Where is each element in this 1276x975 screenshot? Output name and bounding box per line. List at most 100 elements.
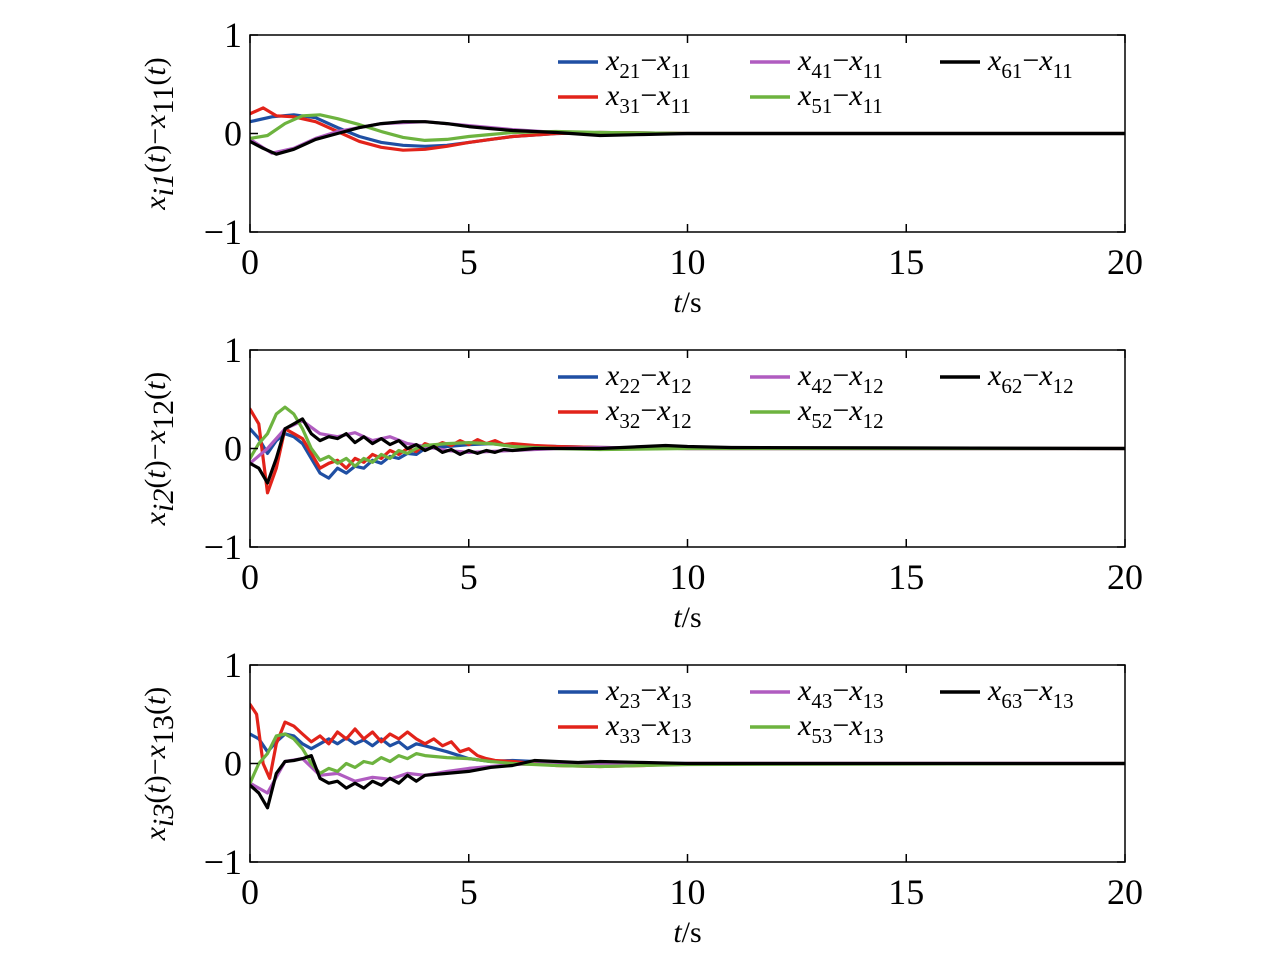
legend-var: x [797, 394, 812, 427]
series-line-52 [250, 405, 1125, 468]
legend-sub-a: 21 [619, 59, 640, 83]
series-line-61 [250, 120, 1125, 156]
y-label-var: x [139, 826, 172, 841]
legend-sub-a: 63 [1001, 689, 1022, 713]
legend-minus: − [640, 394, 657, 427]
y-tick-label: −1 [204, 527, 242, 567]
legend-sub-a: 43 [811, 689, 832, 713]
y-tick-label: 0 [224, 114, 242, 154]
legend-var2: x [848, 44, 863, 77]
y-label-minus: )− [139, 128, 172, 155]
x-tick-label: 5 [460, 872, 478, 912]
x-tick-label: 15 [888, 557, 924, 597]
legend-label-22: x22−x12 [605, 359, 692, 398]
y-label-close: ) [139, 372, 172, 382]
legend-label-31: x31−x11 [605, 79, 691, 118]
legend-label-62: x62−x12 [987, 359, 1074, 398]
x-tick-label: 0 [241, 557, 259, 597]
series-line-62 [250, 417, 1125, 485]
y-label-sub2: 12 [147, 400, 180, 430]
legend-sub-b: 11 [1053, 59, 1073, 83]
y-label-x: x [139, 114, 172, 129]
x-axis-label: t/s [673, 601, 701, 634]
legend-sub-b: 12 [1053, 374, 1074, 398]
x-axis-unit: /s [682, 601, 702, 634]
legend-var: x [605, 394, 620, 427]
legend-sub-a: 23 [619, 689, 640, 713]
legend-sub-a: 42 [811, 374, 832, 398]
legend-sub-b: 13 [863, 689, 884, 713]
legend-minus: − [640, 79, 657, 112]
legend-sub-b: 11 [671, 94, 691, 118]
legend-var2: x [656, 674, 671, 707]
legend-var: x [605, 44, 620, 77]
legend-sub-a: 32 [619, 409, 640, 433]
y-tick-label: 0 [224, 429, 242, 469]
legend-var2: x [656, 709, 671, 742]
legend-var: x [797, 674, 812, 707]
legend-var2: x [848, 394, 863, 427]
y-tick-label: 1 [224, 15, 242, 55]
legend-minus: − [640, 359, 657, 392]
series-line-51 [250, 113, 1125, 142]
legend-minus: − [832, 709, 849, 742]
series-line-53 [250, 732, 1125, 785]
y-label-close: ) [139, 687, 172, 697]
y-label-paren2: ( [139, 390, 172, 400]
y-label-paren: ( [139, 479, 172, 489]
x-axis-unit: /s [682, 916, 702, 949]
legend-var: x [987, 674, 1002, 707]
y-label-close: ) [139, 57, 172, 67]
legend-var2: x [656, 359, 671, 392]
y-label-paren2: ( [139, 76, 172, 86]
x-axis-var: t [673, 601, 682, 634]
x-tick-label: 0 [241, 242, 259, 282]
legend-minus: − [1022, 44, 1039, 77]
legend-sub-a: 61 [1001, 59, 1022, 83]
legend-var2: x [656, 394, 671, 427]
y-tick-label: −1 [204, 212, 242, 252]
y-label-t: t [139, 785, 172, 794]
y-label-t2: t [139, 381, 172, 390]
y-label-var: x [139, 511, 172, 526]
legend-sub-b: 13 [671, 724, 692, 748]
y-tick-label: 0 [224, 744, 242, 784]
legend-var2: x [848, 709, 863, 742]
legend-var: x [797, 44, 812, 77]
series-group [250, 405, 1125, 495]
legend-sub-a: 41 [811, 59, 832, 83]
legend-var: x [605, 79, 620, 112]
x-tick-label: 5 [460, 557, 478, 597]
y-label-minus: )− [139, 758, 172, 785]
y-label-paren: ( [139, 163, 172, 173]
y-label-sub: i2 [147, 489, 180, 512]
legend-minus: − [640, 44, 657, 77]
legend-minus: − [832, 44, 849, 77]
legend-sub-a: 31 [619, 94, 640, 118]
x-axis-var: t [673, 916, 682, 949]
legend-sub-b: 11 [863, 59, 883, 83]
legend-minus: − [832, 79, 849, 112]
legend-minus: − [832, 674, 849, 707]
x-axis-var: t [673, 286, 682, 319]
legend-minus: − [1022, 359, 1039, 392]
legend-sub-b: 13 [863, 724, 884, 748]
legend-label-41: x41−x11 [797, 44, 883, 83]
legend-label-43: x43−x13 [797, 674, 884, 713]
legend-var: x [987, 44, 1002, 77]
y-axis-label: xi3(t)−x13(t) [139, 687, 180, 842]
x-tick-label: 20 [1107, 872, 1143, 912]
y-label-var: x [139, 196, 172, 211]
y-label-t2: t [139, 67, 172, 76]
legend-sub-a: 51 [811, 94, 832, 118]
legend-sub-b: 11 [863, 94, 883, 118]
x-tick-label: 10 [670, 242, 706, 282]
legend-label-33: x33−x13 [605, 709, 692, 748]
series-group [250, 106, 1125, 156]
x-tick-label: 0 [241, 872, 259, 912]
